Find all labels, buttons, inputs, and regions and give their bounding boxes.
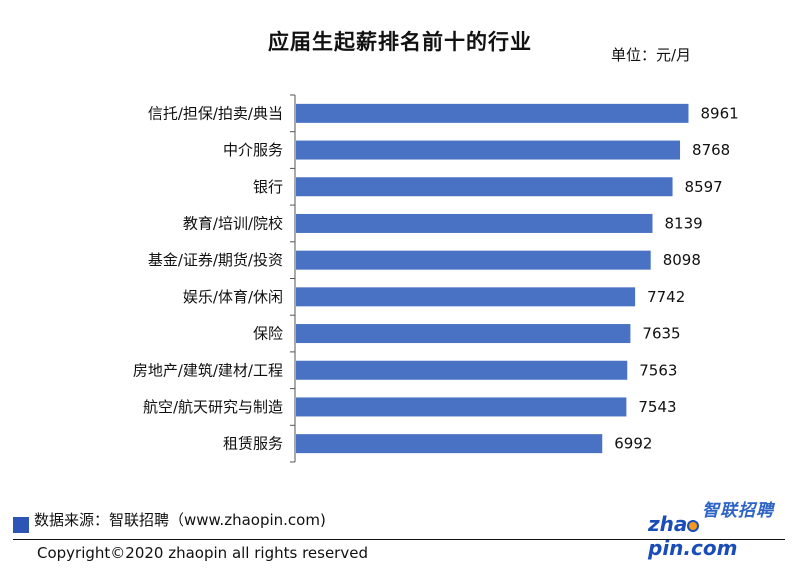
bar — [296, 360, 628, 380]
logo-en-text: zhapin.com — [648, 512, 774, 560]
category-label: 租赁服务 — [223, 435, 283, 453]
data-label: 8597 — [685, 178, 723, 196]
logo-cn-text: 智联招聘 — [702, 501, 774, 521]
footer-divider — [13, 539, 785, 540]
logo-en-suffix: pin.com — [648, 536, 738, 560]
bar — [296, 177, 673, 197]
data-label: 8139 — [664, 214, 702, 232]
bar — [296, 140, 681, 160]
bar — [296, 287, 636, 307]
chart-title: 应届生起薪排名前十的行业 — [268, 30, 532, 54]
category-label: 信托/担保/拍卖/典当 — [148, 104, 283, 122]
category-label: 房地产/建筑/建材/工程 — [133, 361, 283, 379]
category-label: 航空/航天研究与制造 — [143, 398, 283, 416]
category-label: 教育/培训/院校 — [183, 214, 283, 232]
bar-chart: 信托/担保/拍卖/典当 8961 中介服务 8768 银行 8597 教育/培训/院校 813… — [133, 94, 739, 463]
bar — [296, 324, 631, 344]
source-square-icon — [13, 517, 29, 533]
bar — [296, 434, 603, 454]
bar — [296, 103, 689, 123]
zhaopin-logo: 智联招聘 zhapin.com — [648, 496, 778, 560]
data-source: 数据来源：智联招聘（www.zhaopin.com) — [34, 511, 326, 529]
data-label: 8098 — [663, 251, 701, 269]
category-label: 保险 — [253, 325, 283, 343]
category-label: 娱乐/体育/休闲 — [183, 288, 283, 306]
category-label: 中介服务 — [223, 141, 283, 159]
unit-label: 单位：元/月 — [611, 46, 692, 64]
copyright: Copyright©2020 zhaopin all rights reserv… — [37, 544, 368, 562]
data-label: 7635 — [642, 325, 680, 343]
category-label: 基金/证券/期货/投资 — [148, 251, 283, 269]
category-label: 银行 — [253, 178, 283, 196]
data-label: 7742 — [647, 288, 685, 306]
bar — [296, 397, 627, 417]
data-label: 6992 — [614, 435, 652, 453]
data-label: 8768 — [692, 141, 730, 159]
logo-orange-dot-icon — [687, 520, 700, 532]
data-label: 8961 — [700, 104, 738, 122]
data-label: 7543 — [638, 398, 676, 416]
bar — [296, 250, 651, 270]
bar — [296, 213, 653, 233]
data-label: 7563 — [639, 361, 677, 379]
logo-en-prefix: zha — [648, 512, 688, 536]
